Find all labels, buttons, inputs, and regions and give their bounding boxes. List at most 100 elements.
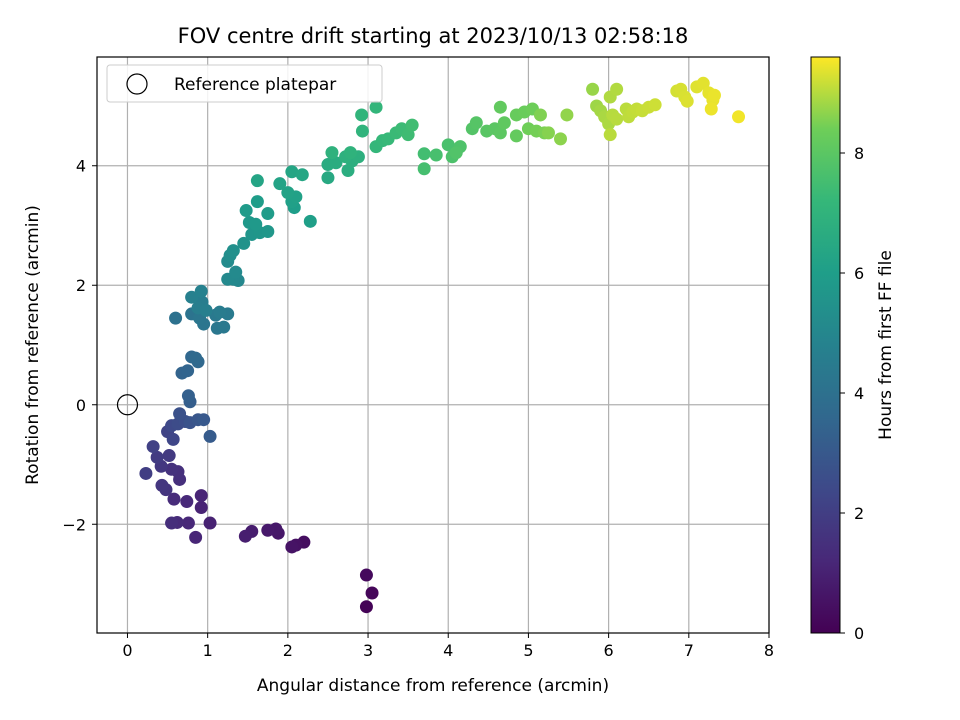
scatter-point [355,108,369,122]
scatter-point [180,495,194,509]
scatter-point [226,244,240,258]
scatter-point [610,112,624,126]
colorbar-tick-label: 2 [854,504,864,523]
x-axis-ticks: 0 1 2 3 4 5 6 7 8 [122,633,774,660]
scatter-point [648,98,662,112]
x-tick-label: 5 [523,641,533,660]
plot-frame [96,56,770,634]
scatter-point [197,413,211,427]
scatter-point [541,126,555,140]
x-tick-label: 4 [443,641,453,660]
reference-platepar-marker [116,394,139,416]
scatter-point [586,82,600,96]
scatter-point [285,165,299,179]
scatter-point [261,523,275,537]
x-tick-label: 6 [604,641,614,660]
scatter-point [493,100,507,114]
scatter-point [169,311,183,325]
scatter-point [554,132,568,146]
scatter-point [329,156,343,170]
scatter-point [189,530,203,544]
scatter-point [203,516,217,530]
x-axis-label: Angular distance from reference (arcmin) [257,676,609,696]
scatter-point [369,100,383,114]
scatter-point [285,540,299,554]
scatter-point [155,478,169,492]
legend-box [106,64,383,103]
scatter-point [343,146,357,160]
scatter-point [365,586,379,600]
scatter-point [194,501,208,515]
scatter-point [229,265,243,279]
colorbar-tick-label: 6 [854,264,864,283]
scatter-point [704,102,718,116]
scatter-point [238,529,252,543]
colorbar-gradient [810,56,841,634]
x-tick-label: 2 [283,641,293,660]
scatter-point [680,94,694,108]
scatter-point [203,429,217,443]
scatter-point [707,88,721,102]
x-tick-label: 7 [684,641,694,660]
scatter-point [239,204,253,218]
x-tick-label: 1 [203,641,213,660]
legend: Reference platepar [106,64,383,103]
scatter-point [181,364,195,378]
scatter-point [273,177,287,191]
y-axis-ticks: −2 0 2 4 [62,157,97,534]
scatter-point [355,124,369,138]
y-axis-label: Rotation from reference (arcmin) [23,205,43,485]
scatter-point [165,462,179,476]
scatter-point [166,432,180,446]
scatter-point [181,516,195,530]
scatter-point [162,449,176,463]
scatter-point [509,129,523,143]
scatter-point [429,148,443,162]
colorbar-ticks: 0 2 4 6 8 [840,144,864,643]
grid-lines [97,57,770,633]
scatter-point [325,146,339,160]
scatter-point [493,126,507,140]
scatter-point [167,492,181,506]
colorbar-tick-label: 0 [854,624,864,643]
scatter-point [139,466,153,480]
colorbar-tick-label: 8 [854,144,864,163]
y-tick-label: 0 [76,396,86,415]
scatter-point [250,174,264,188]
scatter-point [359,600,373,614]
chart-title: FOV centre drift starting at 2023/10/13 … [178,24,689,48]
scatter-point [237,236,251,250]
x-tick-label: 0 [122,641,132,660]
scatter-point [321,171,335,185]
scatter-point [150,450,164,464]
scatter-point [250,195,264,209]
scatter-point [359,568,373,582]
x-tick-label: 3 [363,641,373,660]
scatter-point [261,224,275,238]
scatter-point [199,303,213,317]
scatter-point [497,116,511,130]
scatter-point [217,320,231,334]
colorbar-tick-label: 4 [854,384,864,403]
scatter-point [181,389,195,403]
x-tick-label: 8 [764,641,774,660]
scatter-point [194,284,208,298]
scatter-point [303,214,317,228]
colorbar: 0 2 4 6 8 Hours from first FF file [810,56,896,643]
scatter-point [165,516,179,530]
legend-label-reference: Reference platepar [174,75,336,95]
data-points [116,76,746,614]
scatter-point [533,108,547,122]
scatter-point [213,305,227,319]
scatter-point [194,489,208,503]
scatter-point [261,207,275,221]
scatter-point [696,76,710,90]
scatter-point [469,116,483,130]
legend-marker-reference [126,73,148,95]
scatter-point [146,440,160,454]
scatter-point [295,168,309,182]
scatter-point [603,128,617,142]
y-tick-label: 4 [76,157,86,176]
y-tick-label: −2 [62,515,86,534]
